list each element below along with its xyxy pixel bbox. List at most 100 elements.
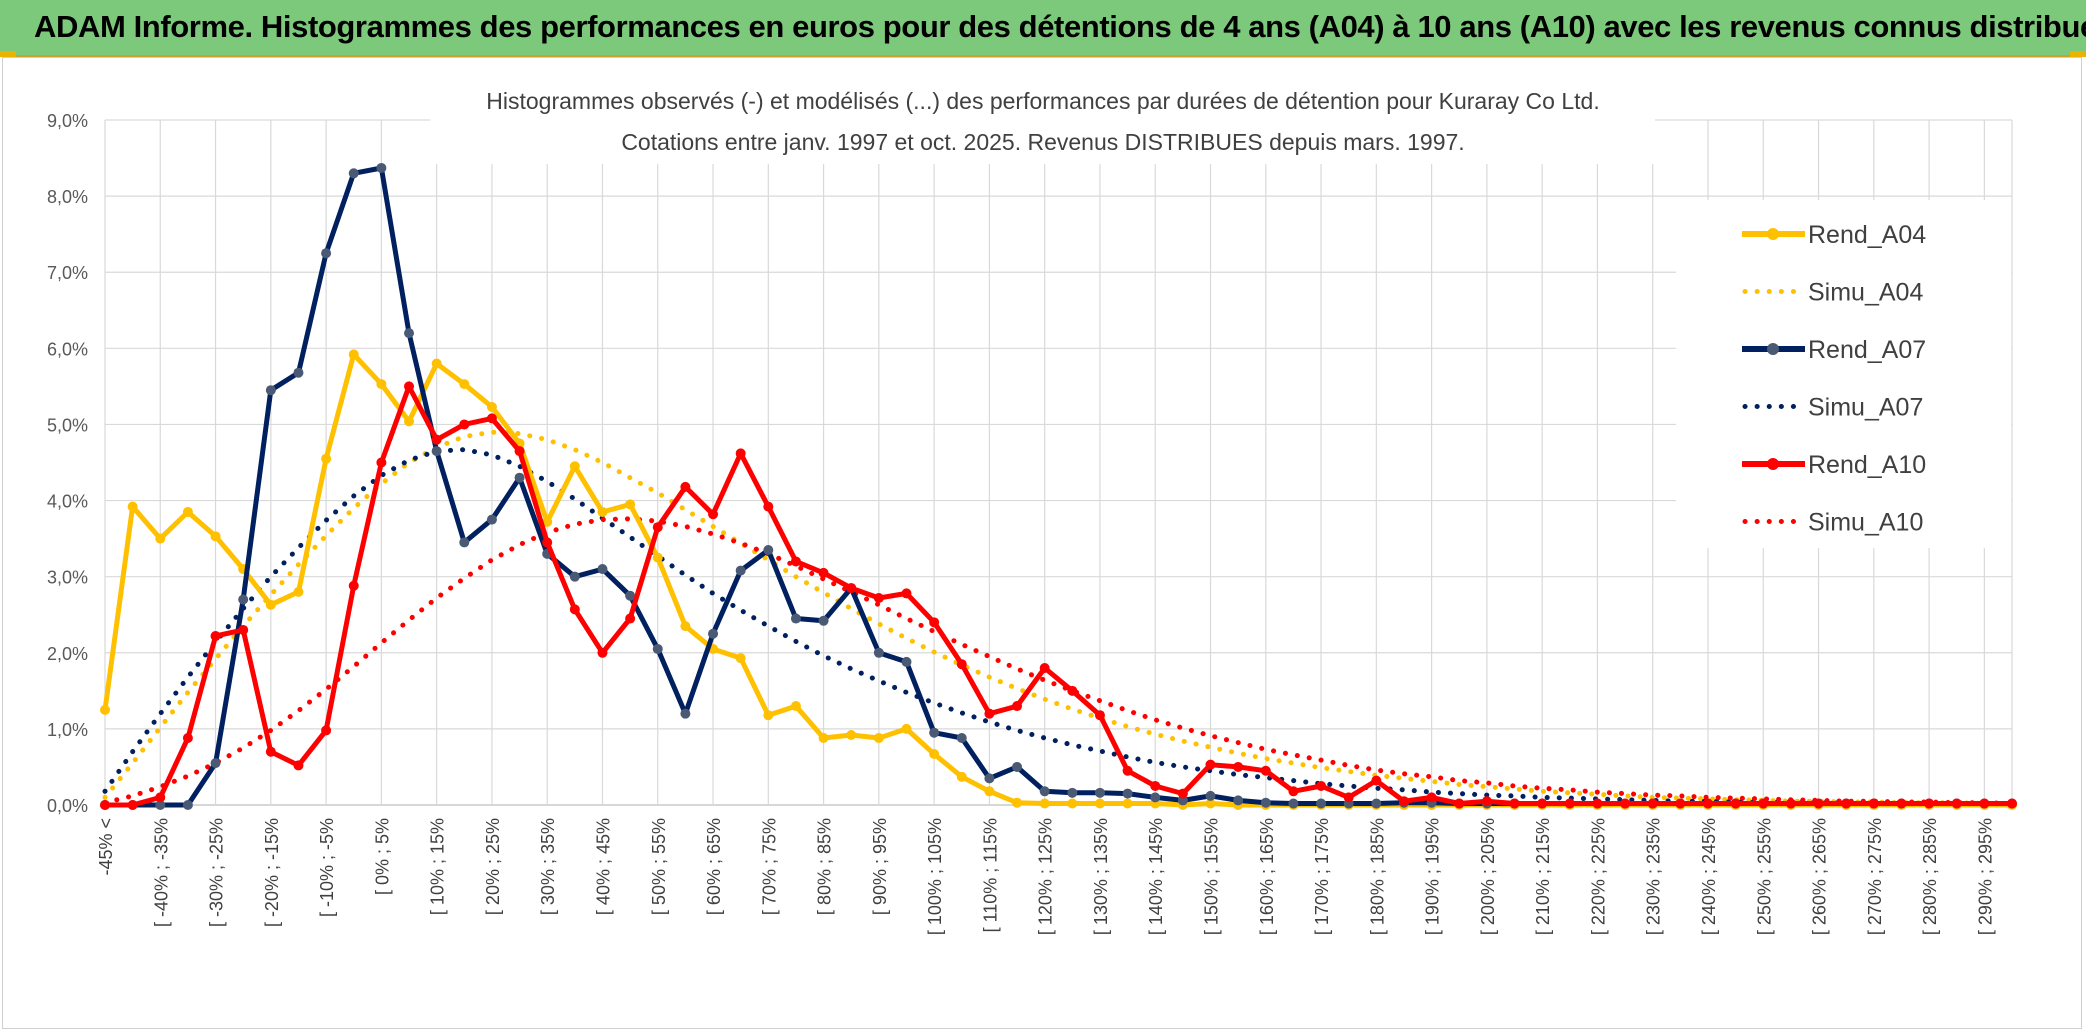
y-tick-label: 8,0% xyxy=(47,187,88,207)
data-point xyxy=(818,567,829,578)
x-tick-label: [ 90% ; 95% xyxy=(870,818,890,915)
x-tick-label: [ 260% ; 265% xyxy=(1810,818,1830,935)
data-point xyxy=(1067,685,1078,696)
data-point xyxy=(486,514,497,525)
chart-subtitle: Cotations entre janv. 1997 et oct. 2025.… xyxy=(621,129,1464,155)
data-point xyxy=(238,624,249,635)
data-point xyxy=(569,461,580,472)
data-point xyxy=(1122,765,1133,776)
series-line xyxy=(102,429,2015,806)
data-point xyxy=(1316,780,1327,791)
x-tick-label: [ 0% ; 5% xyxy=(372,818,392,895)
data-point xyxy=(182,733,193,744)
data-point xyxy=(569,571,580,582)
data-point xyxy=(956,659,967,670)
data-point xyxy=(514,446,525,457)
chart-frame xyxy=(2,57,2082,1029)
x-tick-label: [ 60% ; 65% xyxy=(704,818,724,915)
data-point xyxy=(265,385,276,396)
data-point xyxy=(1122,788,1133,799)
x-tick-label: [ 100% ; 105% xyxy=(925,818,945,935)
y-tick-label: 5,0% xyxy=(47,415,88,435)
header-banner: ADAM Informe. Histogrammes des performan… xyxy=(0,0,2086,57)
data-point xyxy=(1481,796,1492,807)
data-point xyxy=(873,733,884,744)
x-tick-label: [ 150% ; 155% xyxy=(1202,818,1222,935)
x-tick-label: [ -20% ; -15% xyxy=(262,818,282,927)
data-point xyxy=(763,501,774,512)
data-point xyxy=(1039,663,1050,673)
x-tick-label: [ 70% ; 75% xyxy=(759,818,779,915)
data-point xyxy=(708,628,719,639)
y-tick-label: 2,0% xyxy=(47,644,88,664)
data-point xyxy=(1205,759,1216,770)
data-point xyxy=(708,509,719,520)
data-point xyxy=(348,168,359,179)
data-point xyxy=(1316,798,1327,809)
legend-marker xyxy=(1767,228,1779,240)
data-point xyxy=(376,162,387,173)
x-tick-label: [ 160% ; 165% xyxy=(1257,818,1277,935)
data-point xyxy=(1150,792,1161,803)
data-point xyxy=(265,599,276,610)
legend-item-Rend_A10: Rend_A10 xyxy=(1742,451,1926,479)
y-tick-label: 9,0% xyxy=(47,111,88,131)
data-point xyxy=(1094,798,1105,809)
data-point xyxy=(1260,797,1271,808)
data-point xyxy=(1012,701,1023,712)
data-point xyxy=(265,746,276,757)
data-point xyxy=(901,656,912,667)
data-point xyxy=(1841,798,1852,809)
data-point xyxy=(293,367,304,378)
x-tick-label: [ 230% ; 235% xyxy=(1644,818,1664,935)
data-point xyxy=(155,533,166,544)
data-point xyxy=(210,758,221,769)
data-point xyxy=(597,506,608,517)
data-point xyxy=(1233,761,1244,772)
data-point xyxy=(1150,780,1161,791)
data-point xyxy=(542,537,553,548)
data-point xyxy=(127,501,138,512)
data-point xyxy=(1122,798,1133,809)
data-point xyxy=(514,472,525,483)
data-point xyxy=(431,446,442,457)
data-point xyxy=(2007,798,2017,809)
data-point xyxy=(1924,798,1935,809)
data-point xyxy=(1398,796,1409,807)
data-point xyxy=(901,588,912,599)
legend-item-Simu_A07: Simu_A07 xyxy=(1742,394,1923,422)
data-point xyxy=(127,800,138,810)
x-tick-label: [ 220% ; 225% xyxy=(1588,818,1608,935)
data-point xyxy=(1094,787,1105,798)
data-point xyxy=(431,434,442,445)
data-point xyxy=(1288,786,1299,797)
legend-item-Simu_A04: Simu_A04 xyxy=(1742,279,1923,307)
x-tick-label: [ -10% ; -5% xyxy=(317,818,337,917)
data-point xyxy=(155,792,166,803)
data-point xyxy=(597,564,608,575)
y-tick-label: 7,0% xyxy=(47,263,88,283)
data-point xyxy=(1592,798,1603,809)
data-point xyxy=(1785,798,1796,809)
data-point xyxy=(929,749,940,760)
data-point xyxy=(735,565,746,576)
data-point xyxy=(1896,798,1907,809)
data-point xyxy=(1177,788,1188,799)
data-point xyxy=(1620,798,1631,809)
data-point xyxy=(597,647,608,658)
x-tick-label: [ 210% ; 215% xyxy=(1533,818,1553,935)
data-point xyxy=(486,401,497,412)
data-point xyxy=(1758,798,1769,809)
data-point xyxy=(293,760,304,771)
data-point xyxy=(1813,798,1824,809)
legend-label: Simu_A04 xyxy=(1808,279,1923,307)
data-point xyxy=(1564,798,1575,809)
legend-item-Rend_A04: Rend_A04 xyxy=(1742,221,1926,249)
data-point xyxy=(1868,798,1879,809)
x-tick-label: [ 10% ; 15% xyxy=(428,818,448,915)
x-tick-label: [ 280% ; 285% xyxy=(1920,818,1940,935)
legend-marker xyxy=(1767,343,1779,355)
data-point xyxy=(1426,792,1437,803)
data-point xyxy=(735,448,746,459)
x-tick-label: [ 30% ; 35% xyxy=(538,818,558,915)
